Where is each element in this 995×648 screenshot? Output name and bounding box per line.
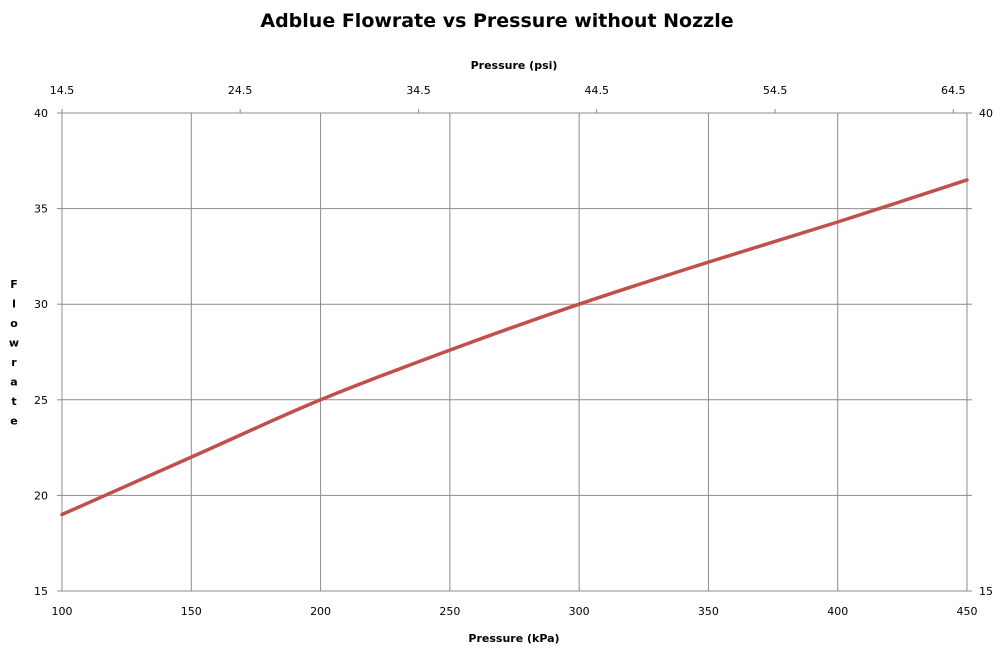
- y-tick-label-3: 30: [34, 298, 48, 311]
- series-line-0: [60, 178, 969, 517]
- x2-tick-label-4: 54.5: [763, 84, 788, 97]
- y-tick-label-0: 15: [34, 585, 48, 598]
- y-axis-title-letter-2: o: [10, 317, 18, 330]
- y-tick-label-4: 35: [34, 203, 48, 216]
- y-tick-label-2: 25: [34, 394, 48, 407]
- x2-tick-label-3: 44.5: [584, 84, 609, 97]
- x-tick-label-6: 400: [827, 605, 848, 618]
- x-tick-label-1: 150: [181, 605, 202, 618]
- x-tick-label-0: 100: [52, 605, 73, 618]
- x-tick-label-2: 200: [310, 605, 331, 618]
- y-axis-title-letter-6: t: [11, 395, 16, 408]
- x2-tick-label-0: 14.5: [50, 84, 75, 97]
- y-axis-title-letter-3: w: [9, 337, 19, 350]
- series-layer: [60, 178, 969, 517]
- x2-tick-label-2: 34.5: [406, 84, 431, 97]
- gridlines: [57, 109, 972, 592]
- x-tick-label-3: 250: [439, 605, 460, 618]
- tick-labels: 100 150 200 250 300 350 400 450 14.5 24.5 34.5 44.5…: [34, 84, 993, 618]
- y-tick-label-5: 40: [34, 107, 48, 120]
- x2-tick-label-5: 64.5: [941, 84, 966, 97]
- x2-tick-label-1: 24.5: [228, 84, 253, 97]
- x2-axis-title: Pressure (psi): [471, 59, 558, 72]
- x-tick-label-4: 300: [569, 605, 590, 618]
- y-tick-label-1: 20: [34, 489, 48, 502]
- x-tick-label-5: 350: [698, 605, 719, 618]
- y2-tick-label-0: 15: [979, 585, 993, 598]
- x-tick-label-7: 450: [957, 605, 978, 618]
- y-axis-title-letter-4: r: [11, 356, 17, 369]
- y-axis-title: Flowrate: [9, 278, 19, 428]
- chart-title: Adblue Flowrate vs Pressure without Nozz…: [260, 10, 733, 32]
- y-axis-title-letter-5: a: [10, 376, 17, 389]
- y-axis-title-letter-7: e: [10, 415, 17, 428]
- y-axis-title-letter-1: l: [12, 298, 16, 311]
- x-axis-title: Pressure (kPa): [468, 632, 559, 645]
- y-axis-title-letter-0: F: [10, 278, 18, 291]
- y2-tick-label-1: 40: [979, 107, 993, 120]
